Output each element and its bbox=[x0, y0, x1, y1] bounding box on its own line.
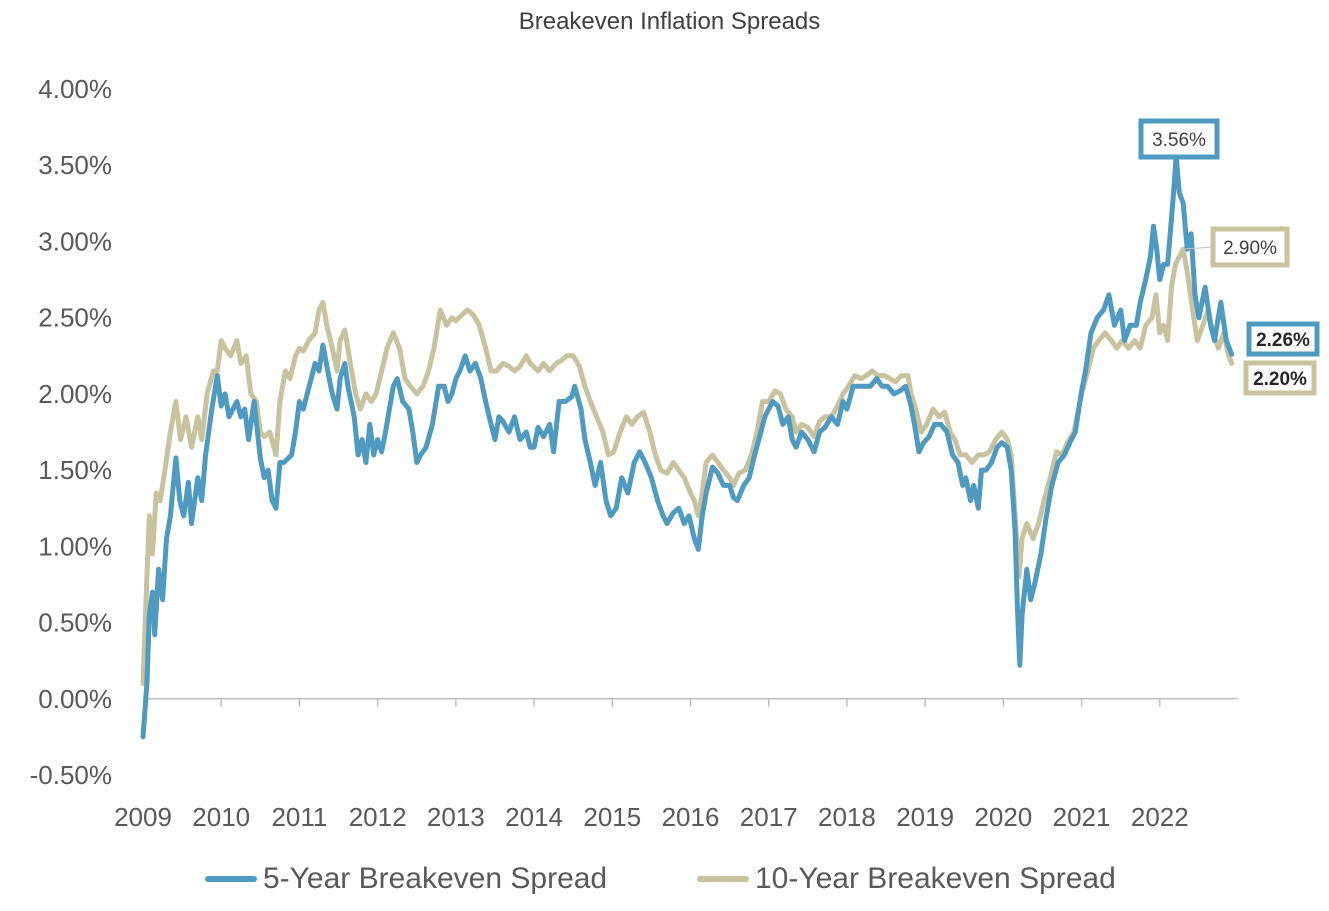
legend-label-5yr: 5-Year Breakeven Spread bbox=[263, 862, 608, 895]
series-line-5yr bbox=[140, 153, 1235, 740]
y-tick-label: 0.00% bbox=[38, 684, 112, 714]
y-tick-label: -0.50% bbox=[30, 760, 112, 790]
x-tick-label: 2014 bbox=[505, 802, 563, 832]
x-tick-label: 2011 bbox=[271, 802, 327, 832]
x-tick-label: 2019 bbox=[896, 802, 954, 832]
series-line-10yr bbox=[140, 246, 1235, 686]
chart-title: Breakeven Inflation Spreads bbox=[518, 8, 821, 35]
y-tick-label: 0.50% bbox=[38, 608, 112, 638]
legend-label-10yr: 10-Year Breakeven Spread bbox=[755, 862, 1116, 895]
callout-connector bbox=[1183, 246, 1214, 250]
legend-swatch-10yr bbox=[697, 876, 749, 882]
y-tick-label: 3.00% bbox=[38, 226, 112, 256]
callout-label: 2.26% bbox=[1256, 330, 1310, 351]
x-tick-label: 2016 bbox=[662, 802, 720, 832]
x-tick-label: 2013 bbox=[427, 802, 485, 832]
y-tick-label: 1.00% bbox=[38, 531, 112, 561]
callout-box bbox=[1246, 321, 1320, 357]
x-tick-label: 2015 bbox=[583, 802, 641, 832]
callout-label: 2.90% bbox=[1223, 238, 1277, 259]
x-tick-label: 2021 bbox=[1053, 802, 1111, 832]
legend-swatch-5yr bbox=[205, 876, 257, 882]
legend-item-5yr: 5-Year Breakeven Spread bbox=[205, 862, 607, 896]
callout-box bbox=[1138, 118, 1220, 160]
y-tick-label: 1.50% bbox=[38, 455, 112, 485]
x-tick-label: 2020 bbox=[974, 802, 1032, 832]
x-tick-label: 2009 bbox=[114, 802, 172, 832]
legend-item-10yr: 10-Year Breakeven Spread bbox=[697, 862, 1116, 896]
y-tick-label: 2.50% bbox=[38, 303, 112, 333]
callout-box bbox=[1210, 226, 1290, 268]
y-axis: -0.50% 0.00% 0.50% 1.00% 1.50% 2.00% 2.50% 3.00… bbox=[30, 74, 112, 790]
x-tick-label: 2018 bbox=[818, 802, 876, 832]
x-tick-label: 2022 bbox=[1131, 802, 1189, 832]
callout-box bbox=[1243, 360, 1317, 396]
x-axis: 2009 2010 2011 2012 2013 2014 2015 2016 2017 2018… bbox=[114, 698, 1238, 832]
callout-label: 2.20% bbox=[1253, 369, 1307, 390]
y-tick-label: 4.00% bbox=[38, 74, 112, 104]
annotation-layer: 3.56% 2.90% 2.26% 2.20% bbox=[1138, 118, 1320, 396]
y-tick-label: 3.50% bbox=[38, 150, 112, 180]
x-tick-label: 2010 bbox=[192, 802, 250, 832]
y-tick-label: 2.00% bbox=[38, 379, 112, 409]
x-tick-label: 2012 bbox=[349, 802, 407, 832]
callout-label: 3.56% bbox=[1152, 130, 1206, 151]
x-tick-label: 2017 bbox=[740, 802, 798, 832]
series-layer bbox=[140, 153, 1235, 740]
